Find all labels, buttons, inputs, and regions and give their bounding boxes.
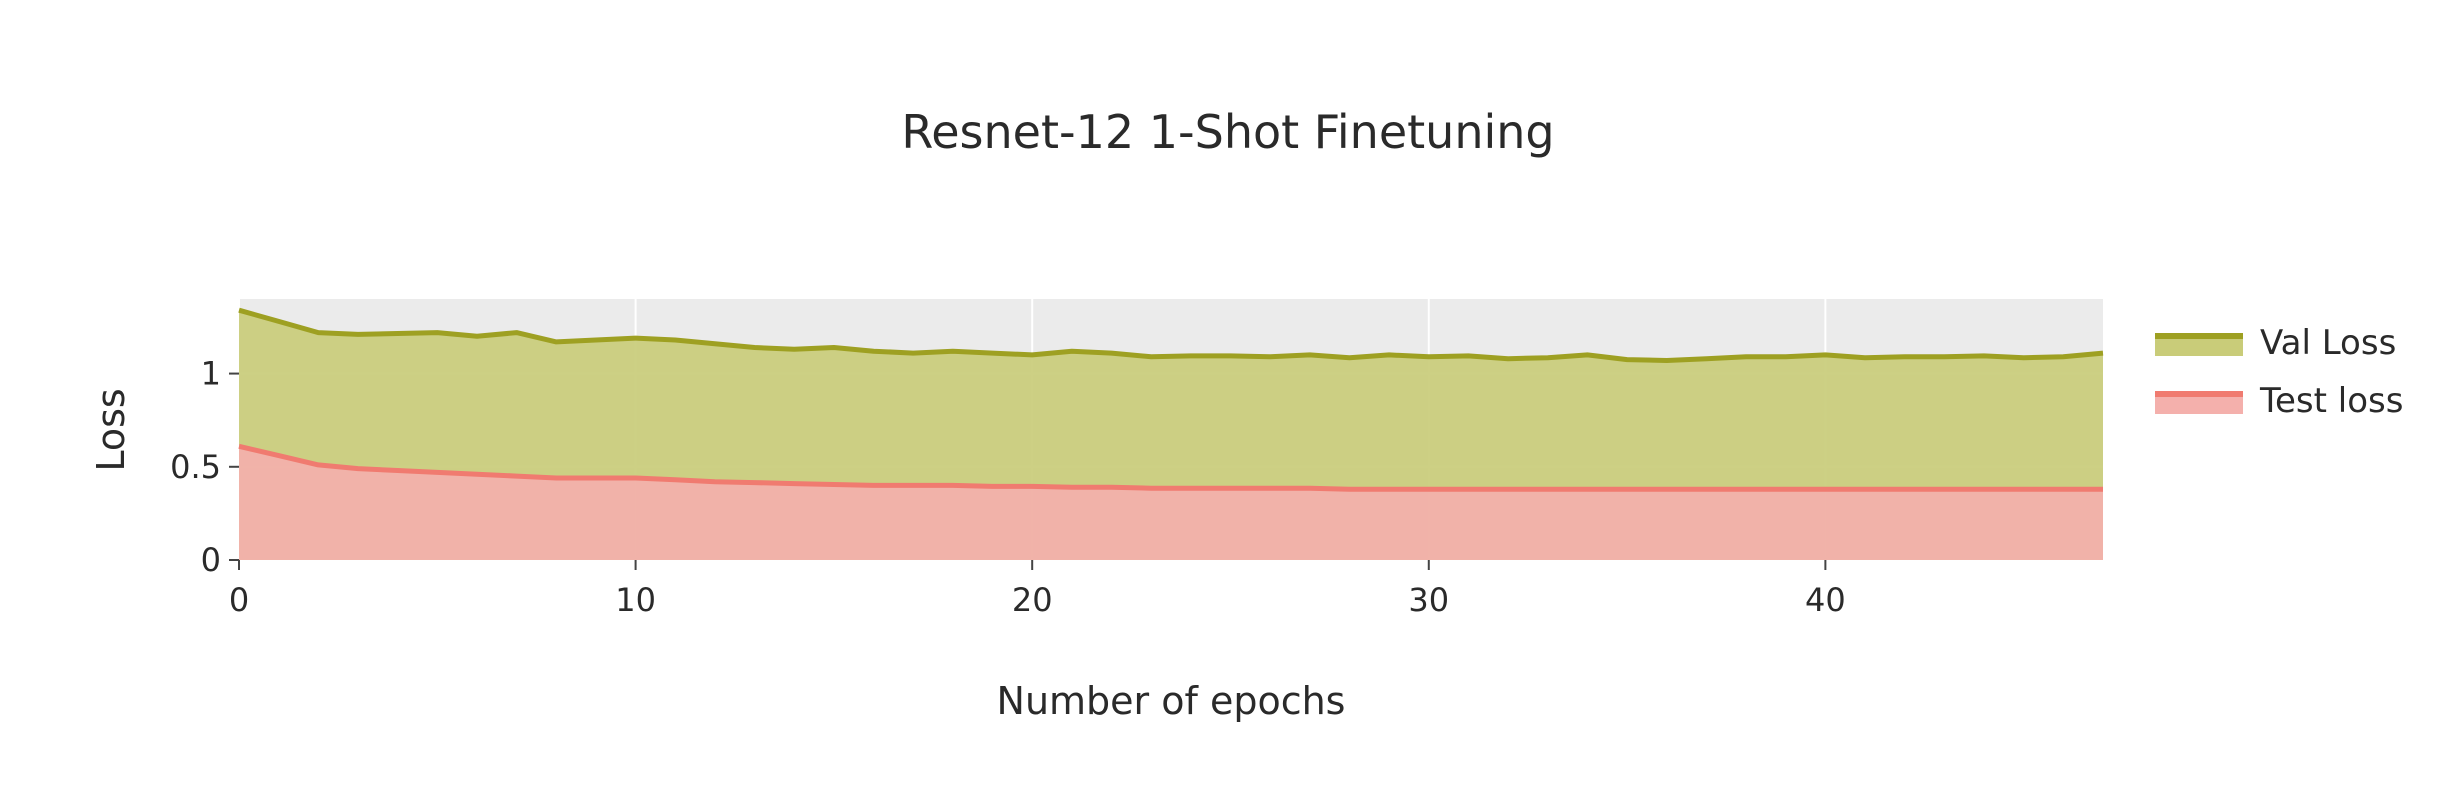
series-area-1: [239, 446, 2103, 560]
legend: Val Loss Test loss: [2155, 323, 2403, 421]
chart-title: Resnet-12 1-Shot Finetuning: [901, 105, 1554, 159]
x-tick-label-2: 20: [1012, 581, 1053, 619]
legend-swatch-1: [2155, 392, 2243, 414]
legend-swatch-0: [2155, 334, 2243, 356]
x-tick-label-4: 40: [1805, 581, 1846, 619]
y-tick-label-2: 1: [201, 355, 221, 393]
x-axis: 0 10 20 30 40: [229, 560, 1846, 619]
x-axis-title: Number of epochs: [997, 679, 1346, 723]
series-line-0: [238, 307, 2104, 363]
legend-label-1: Test loss: [2259, 381, 2403, 421]
series-line-1: [238, 443, 2103, 492]
series-areas: [239, 310, 2103, 560]
y-tick-label-0: 0: [201, 541, 221, 579]
legend-label-0: Val Loss: [2260, 323, 2396, 363]
x-tick-label-0: 0: [229, 581, 249, 619]
x-tick-label-1: 10: [615, 581, 656, 619]
series-lines: [238, 307, 2104, 492]
x-tick-label-3: 30: [1408, 581, 1449, 619]
y-axis: 00.51: [170, 355, 239, 579]
y-axis-title: Loss: [89, 388, 133, 471]
y-tick-label-1: 0.5: [170, 448, 221, 486]
